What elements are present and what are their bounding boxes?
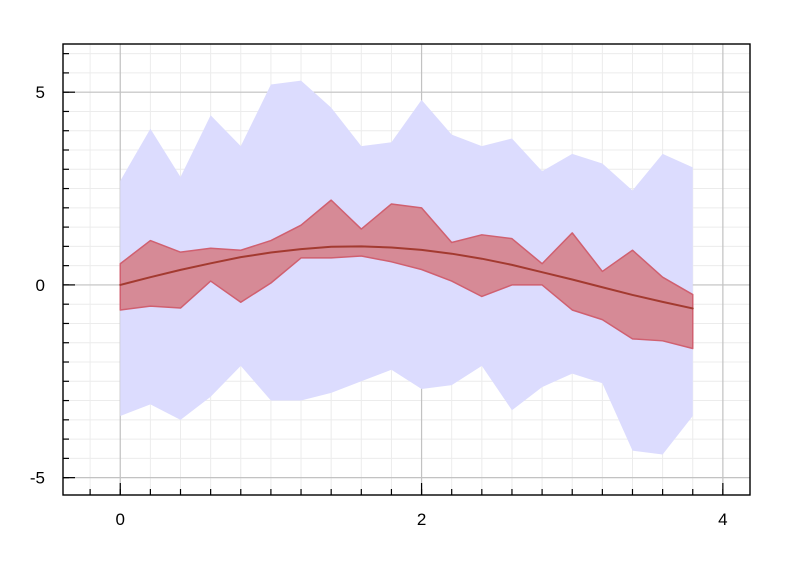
y-tick-label: 5 [36, 83, 45, 102]
x-tick-label: 0 [116, 510, 125, 529]
y-tick-label: 0 [36, 276, 45, 295]
plot-frame [62, 43, 751, 496]
tick-labels: 0 2 4 -5 0 5 [30, 83, 728, 529]
y-tick-label: -5 [30, 469, 45, 488]
band-0 [120, 80, 693, 455]
band-1 [119, 199, 694, 350]
x-tick-label: 4 [718, 510, 727, 529]
x-tick-label: 2 [417, 510, 426, 529]
mean-line [119, 245, 694, 310]
lines [119, 245, 694, 310]
axis-ticks [63, 53, 724, 495]
bands [119, 80, 694, 455]
